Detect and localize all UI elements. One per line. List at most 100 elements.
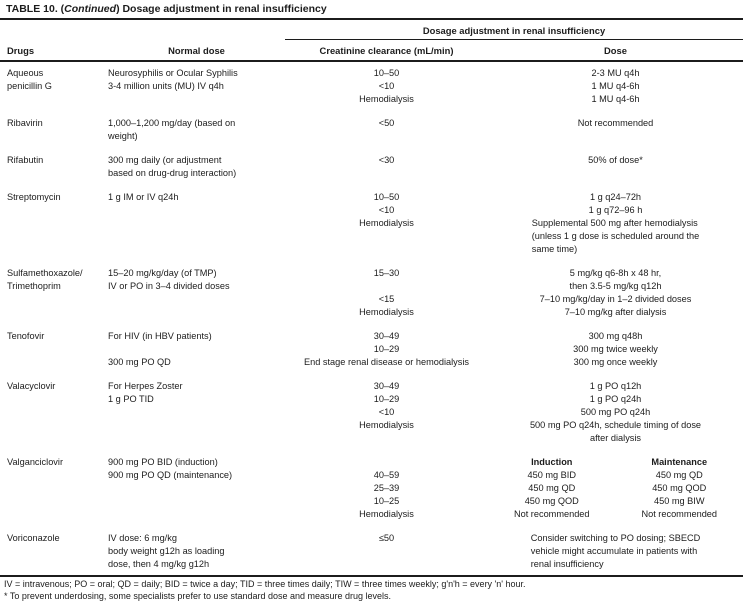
dose-line: 1 g q24–72h — [589, 192, 642, 202]
dose-cell: 300 mg q48h 300 mg twice weekly 300 mg o… — [488, 330, 743, 369]
normal-dose-line: IV or PO in 3–4 divided doses — [108, 281, 230, 291]
spanning-header-row: Dosage adjustment in renal insufficiency — [0, 20, 743, 40]
clearance-line: <10 — [378, 81, 395, 91]
column-header-row: Drugs Normal dose Creatinine clearance (… — [0, 40, 743, 62]
dose-line: 300 mg q48h — [588, 331, 643, 341]
table-title: TABLE 10. (Continued) Dosage adjustment … — [0, 0, 743, 20]
table-row-aqueous-penicillin-g: Aqueous penicillin G Neurosyphilis or Oc… — [0, 67, 743, 106]
normal-dose-line: For HIV (in HBV patients) — [108, 331, 212, 341]
dose-line: 450 mg QOD — [652, 483, 707, 493]
clearance-line: <10 — [378, 407, 395, 417]
column-header-creatinine-clearance: Creatinine clearance (mL/min) — [319, 45, 454, 56]
dose-line: 450 mg QD — [655, 470, 703, 480]
table-body: Aqueous penicillin G Neurosyphilis or Oc… — [0, 62, 743, 571]
clearance-cell: 30–49 10–29 <10 Hemodialysis — [285, 380, 488, 445]
clearance-line: 10–50 — [373, 192, 400, 202]
table-title-prefix: TABLE 10. ( — [6, 3, 65, 15]
dose-line: 50% of dose* — [588, 155, 643, 165]
clearance-line: 30–49 — [373, 331, 400, 341]
clearance-line: 10–25 — [373, 496, 400, 506]
dose-line: 7–10 mg/kg/day in 1–2 divided doses — [539, 294, 692, 304]
drug-cell: Valganciclovir — [7, 456, 108, 521]
dose-cell: 50% of dose* — [488, 154, 743, 180]
normal-dose-line: weight) — [108, 131, 138, 141]
normal-dose-line: For Herpes Zoster — [108, 381, 183, 391]
clearance-blank-line — [285, 456, 488, 469]
normal-dose-cell: 900 mg PO BID (induction) 900 mg PO QD (… — [108, 456, 285, 521]
clearance-cell: 10–50 <10 Hemodialysis — [285, 67, 488, 106]
dose-wrapped-text: Consider switching to PO dosing; SBECD v… — [531, 532, 701, 571]
table-row-valganciclovir: Valganciclovir 900 mg PO BID (induction)… — [0, 456, 743, 521]
table-row-tenofovir: Tenofovir For HIV (in HBV patients) 300 … — [0, 330, 743, 369]
drug-cell: Sulfamethoxazole/ Trimethoprim — [7, 267, 108, 319]
clearance-line: Hemodialysis — [359, 218, 414, 228]
normal-dose-cell: For HIV (in HBV patients) 300 mg PO QD — [108, 330, 285, 369]
clearance-line: End stage renal disease or hemodialysis — [304, 357, 469, 367]
dose-line: Not recommended — [513, 509, 590, 519]
drug-cell: Ribavirin — [7, 117, 108, 143]
dose-line: Not recommended — [641, 509, 718, 519]
dose-line: vehicle might accumulate in patients wit… — [530, 546, 698, 556]
dose-line: renal insufficiency — [530, 559, 604, 569]
drug-cell: Streptomycin — [7, 191, 108, 256]
table-row-rifabutin: Rifabutin 300 mg daily (or adjustment ba… — [0, 154, 743, 180]
drug-cell: Valacyclovir — [7, 380, 108, 445]
clearance-cell: ≤50 — [285, 532, 488, 571]
dose-line: 450 mg QD — [528, 483, 576, 493]
normal-dose-cell: For Herpes Zoster 1 g PO TID — [108, 380, 285, 445]
drug-line: Voriconazole — [7, 533, 60, 543]
clearance-line: <50 — [378, 118, 395, 128]
dose-line: same time) — [531, 244, 578, 254]
normal-dose-line: based on drug-drug interaction) — [108, 168, 237, 178]
drug-line: Sulfamethoxazole/ — [7, 268, 83, 278]
clearance-line: 10–29 — [373, 344, 400, 354]
normal-dose-line: 300 mg PO QD — [108, 357, 171, 367]
dose-line: then 3.5-5 mg/kg q12h — [569, 281, 662, 291]
drug-line: Rifabutin — [7, 155, 44, 165]
clearance-line: <30 — [378, 155, 395, 165]
dose-line: 500 mg PO q24h — [580, 407, 651, 417]
dose-line: after dialysis — [589, 433, 642, 443]
dose-line: 450 mg QOD — [524, 496, 579, 506]
drug-cell: Aqueous penicillin G — [7, 67, 108, 106]
drug-line: Valganciclovir — [7, 457, 63, 467]
dose-line: 1 MU q4-6h — [591, 81, 640, 91]
induction-subcolumn: Induction 450 mg BID 450 mg QD 450 mg QO… — [488, 456, 616, 521]
clearance-line: <10 — [378, 205, 395, 215]
clearance-line: <15 — [378, 294, 395, 304]
maintenance-subcolumn: Maintenance 450 mg QD 450 mg QOD 450 mg … — [616, 456, 743, 521]
dose-line: 450 mg BID — [527, 470, 576, 480]
clearance-cell: 10–50 <10 Hemodialysis — [285, 191, 488, 256]
abbreviations-footnote: IV = intravenous; PO = oral; QD = daily;… — [4, 579, 526, 589]
dose-cell: 5 mg/kg q6-8h x 48 hr, then 3.5-5 mg/kg … — [488, 267, 743, 319]
normal-dose-line: 3-4 million units (MU) IV q4h — [108, 81, 224, 91]
table-footnotes: IV = intravenous; PO = oral; QD = daily;… — [0, 575, 743, 602]
drug-line: Streptomycin — [7, 192, 61, 202]
drug-line: Valacyclovir — [7, 381, 56, 391]
dose-cell: 1 g q24–72h 1 g q72–96 h Supplemental 50… — [488, 191, 743, 256]
normal-dose-cell: 300 mg daily (or adjustment based on dru… — [108, 154, 285, 180]
clearance-cell: 40–59 25–39 10–25 Hemodialysis — [285, 456, 488, 521]
dose-cell: Induction 450 mg BID 450 mg QD 450 mg QO… — [488, 456, 743, 521]
spanning-header-spacer — [0, 20, 285, 40]
drug-cell: Tenofovir — [7, 330, 108, 369]
table-row-ribavirin: Ribavirin 1,000–1,200 mg/day (based on w… — [0, 117, 743, 143]
table-row-voriconazole: Voriconazole IV dose: 6 mg/kg body weigh… — [0, 532, 743, 571]
column-header-dose: Dose — [604, 45, 627, 56]
clearance-line: Hemodialysis — [359, 420, 414, 430]
drug-line: penicillin G — [7, 81, 52, 91]
dose-cell: 2-3 MU q4h 1 MU q4-6h 1 MU q4-6h — [488, 67, 743, 106]
clearance-cell: 15–30 <15 Hemodialysis — [285, 267, 488, 319]
clearance-cell: <50 — [285, 117, 488, 143]
clearance-cell: 30–49 10–29 End stage renal disease or h… — [285, 330, 488, 369]
clearance-line: 40–59 — [373, 470, 400, 480]
table-row-sulfamethoxazole-trimethoprim: Sulfamethoxazole/ Trimethoprim 15–20 mg/… — [0, 267, 743, 319]
normal-dose-line: 300 mg daily (or adjustment — [108, 155, 222, 165]
clearance-line: Hemodialysis — [359, 94, 414, 104]
drug-cell: Rifabutin — [7, 154, 108, 180]
clearance-line: 15–30 — [373, 268, 400, 278]
table-row-valacyclovir: Valacyclovir For Herpes Zoster 1 g PO TI… — [0, 380, 743, 445]
clearance-line: 25–39 — [373, 483, 400, 493]
clearance-line: Hemodialysis — [359, 509, 414, 519]
